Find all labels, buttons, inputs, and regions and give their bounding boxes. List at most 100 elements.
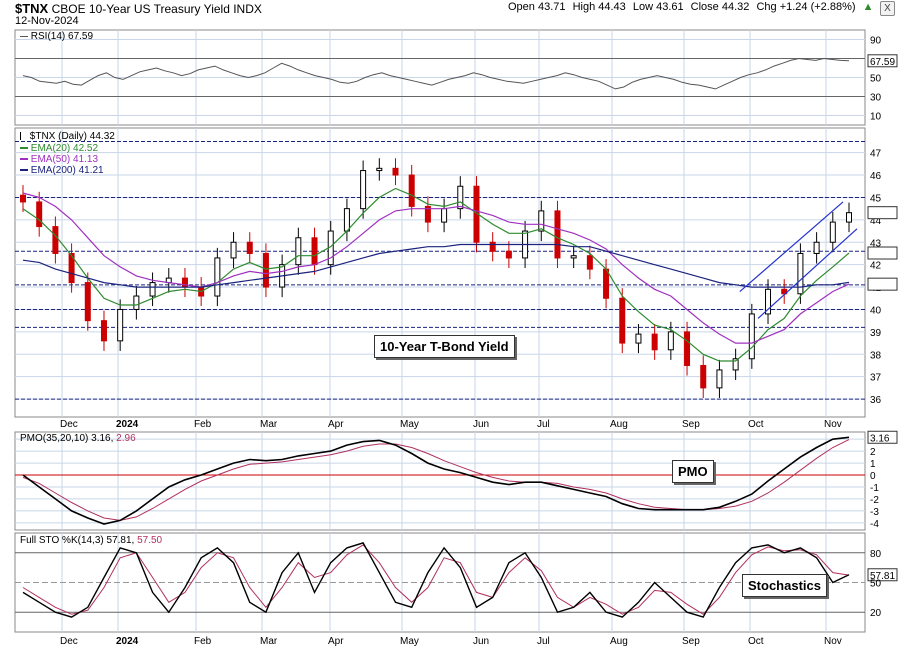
rsi-legend: RSI(14) 67.59 bbox=[20, 31, 93, 42]
price-y-tick: 39 bbox=[870, 328, 882, 339]
ema20-label: EMA(20) 42.52 bbox=[30, 143, 99, 154]
pmo-current-tag: 3.16 bbox=[870, 433, 890, 444]
x-tick-label: Dec bbox=[60, 419, 78, 430]
x-tick-label: Oct bbox=[748, 636, 764, 647]
ema50-current-tag: 41.13 bbox=[870, 280, 895, 291]
price-annotation: 10-Year T-Bond Yield bbox=[374, 335, 515, 358]
ema50-line bbox=[22, 192, 850, 344]
x-tick-label: Jun bbox=[473, 636, 489, 647]
price-candle-body bbox=[489, 241, 496, 252]
price-candle-body bbox=[149, 282, 156, 297]
price-candle-body bbox=[684, 331, 691, 366]
price-candle-body bbox=[603, 268, 610, 299]
price-candle-body bbox=[700, 364, 707, 389]
price-candle-body bbox=[635, 333, 642, 344]
sto-y-tick: 20 bbox=[870, 608, 882, 619]
rsi-y-tick: 50 bbox=[870, 74, 882, 85]
price-candle-body bbox=[441, 208, 448, 223]
open-value: Open 43.71 bbox=[508, 1, 566, 13]
x-tick-label: Apr bbox=[328, 419, 344, 430]
x-tick-label: Oct bbox=[748, 419, 764, 430]
price-candle-body bbox=[586, 255, 593, 270]
price-candle-body bbox=[52, 226, 59, 254]
price-candle-body bbox=[133, 295, 140, 310]
ema200-label: EMA(200) 41.21 bbox=[30, 165, 104, 176]
price-candle-body bbox=[748, 313, 755, 360]
sto-k-line bbox=[22, 542, 850, 618]
x-tick-label: Sep bbox=[682, 636, 700, 647]
ema20-current-tag: 42.52 bbox=[870, 249, 895, 260]
pmo-y-tick: -3 bbox=[870, 507, 879, 518]
upper-trendline bbox=[739, 201, 844, 292]
price-y-tick: 40 bbox=[870, 305, 882, 316]
sto-d-label: 57.50 bbox=[137, 535, 163, 546]
price-candle-body bbox=[829, 221, 836, 243]
ema200-line-icon bbox=[20, 169, 28, 172]
pmo-line bbox=[22, 436, 850, 525]
pmo-current-tag-tag-box bbox=[867, 430, 898, 444]
x-tick-label: Nov bbox=[824, 419, 842, 430]
sto-annotation: Stochastics bbox=[742, 574, 827, 597]
rsi-icon bbox=[20, 35, 28, 37]
price-candle-body bbox=[360, 170, 367, 210]
price-candle-body bbox=[619, 297, 626, 344]
price-candle-body bbox=[408, 174, 415, 207]
rsi-current-tag: 67.59 bbox=[870, 57, 895, 68]
x-tick-label: May bbox=[400, 419, 419, 430]
price-candle-body bbox=[667, 331, 674, 351]
ema20-line bbox=[22, 187, 850, 362]
pmo-y-tick: -1 bbox=[870, 483, 879, 494]
ema20-current-tag-tag-box bbox=[867, 246, 898, 260]
price-candle-body bbox=[230, 241, 237, 259]
price-candle-body bbox=[36, 201, 43, 228]
rsi-y-tick: 10 bbox=[870, 112, 882, 123]
ticker-symbol: $TNX bbox=[15, 1, 49, 16]
price-candle-body bbox=[246, 241, 253, 254]
rsi-line bbox=[22, 57, 850, 90]
x-tick-label: Apr bbox=[328, 636, 344, 647]
x-tick-label: 2024 bbox=[116, 419, 139, 430]
lower-trendline bbox=[757, 228, 858, 319]
x-tick-label: Jul bbox=[537, 636, 550, 647]
price-candle-body bbox=[732, 358, 739, 371]
ema20-legend: EMA(20) 42.52 bbox=[20, 143, 98, 154]
close-icon[interactable]: X bbox=[880, 1, 895, 16]
sto-current-tag: 57.81 bbox=[870, 571, 895, 582]
price-y-tick: 46 bbox=[870, 171, 882, 182]
price-candle-body bbox=[570, 255, 577, 259]
price-candle-body bbox=[538, 210, 545, 232]
price-y-tick: 44 bbox=[870, 216, 882, 227]
price-candle-body bbox=[376, 167, 383, 172]
x-tick-label: Nov bbox=[824, 636, 842, 647]
pmo-y-tick: -4 bbox=[870, 519, 879, 530]
price-y-tick: 43 bbox=[870, 238, 882, 249]
price-candle-body bbox=[343, 208, 350, 232]
x-tick-label: Sep bbox=[682, 419, 700, 430]
x-tick-label: Jul bbox=[537, 419, 550, 430]
pmo-y-tick: 2 bbox=[870, 447, 876, 458]
panel-frame-pmo bbox=[14, 431, 866, 531]
x-tick-label: Mar bbox=[260, 419, 278, 430]
panel-frame-price bbox=[14, 127, 866, 418]
price-y-tick: 36 bbox=[870, 395, 882, 406]
ohlc-readout: Open 43.71 High 44.43 Low 43.61 Close 44… bbox=[508, 1, 877, 13]
x-tick-label: 2024 bbox=[116, 636, 139, 647]
x-tick-label: Aug bbox=[610, 419, 628, 430]
pmo-y-tick: -2 bbox=[870, 495, 879, 506]
low-value: Low 43.61 bbox=[632, 1, 684, 13]
x-tick-label: Mar bbox=[260, 636, 278, 647]
ema20-line-icon bbox=[20, 147, 28, 150]
sto-legend: Full STO %K(14,3) 57.81, 57.50 bbox=[20, 535, 162, 546]
x-tick-label: May bbox=[400, 636, 419, 647]
price-candle-body bbox=[716, 369, 723, 389]
price-candle-body bbox=[651, 333, 658, 351]
ema50-current-tag-tag-box bbox=[867, 277, 898, 291]
price-candle-body bbox=[295, 237, 302, 266]
price-y-tick: 38 bbox=[870, 350, 882, 361]
price-y-tick: 45 bbox=[870, 193, 882, 204]
pmo-annotation: PMO bbox=[672, 460, 714, 483]
price-candle-body bbox=[117, 308, 124, 342]
price-current-tag: 44.32 bbox=[870, 209, 895, 220]
rsi-y-tick: 90 bbox=[870, 36, 882, 47]
